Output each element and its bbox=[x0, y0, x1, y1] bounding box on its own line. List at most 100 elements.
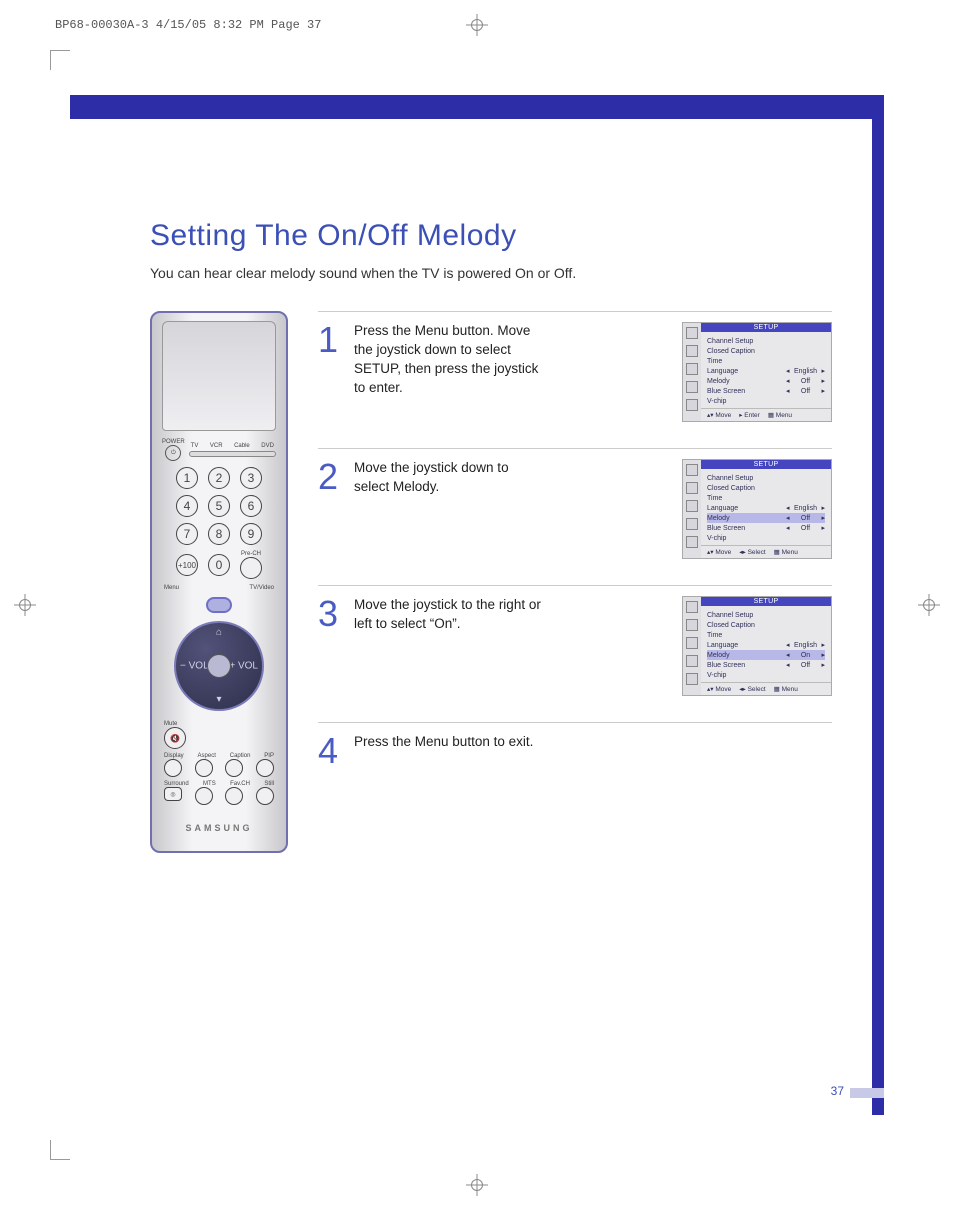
osd-icon-strip bbox=[683, 597, 701, 695]
osd-title: SETUP bbox=[701, 597, 831, 606]
joystick-center bbox=[207, 654, 231, 678]
osd-icon bbox=[686, 601, 698, 613]
osd-icon bbox=[686, 619, 698, 631]
osd-icon bbox=[686, 518, 698, 530]
osd-icon bbox=[686, 500, 698, 512]
osd-item-vchip: V-chip bbox=[707, 533, 825, 543]
key-0: 0 bbox=[208, 554, 230, 576]
osd-item-language: LanguageEnglish bbox=[707, 503, 825, 513]
key-9: 9 bbox=[240, 523, 262, 545]
aspect-button bbox=[195, 759, 213, 777]
pip-button bbox=[256, 759, 274, 777]
mts-button bbox=[195, 787, 213, 805]
osd-item-melody: MelodyOff bbox=[707, 376, 825, 386]
remote-ir-window bbox=[162, 321, 276, 431]
osd-title: SETUP bbox=[701, 323, 831, 332]
crop-header: BP68-00030A-3 4/15/05 8:32 PM Page 37 bbox=[55, 18, 321, 32]
key-6: 6 bbox=[240, 495, 262, 517]
mode-cable: Cable bbox=[234, 443, 250, 449]
osd-item-vchip: V-chip bbox=[707, 670, 825, 680]
osd-item-language: LanguageEnglish bbox=[707, 366, 825, 376]
mute-label: Mute bbox=[164, 721, 177, 727]
osd-item-language: LanguageEnglish bbox=[707, 640, 825, 650]
osd-icon bbox=[686, 536, 698, 548]
dpad-up-icon: ⌂ bbox=[216, 627, 222, 638]
osd-item-bluescreen: Blue ScreenOff bbox=[707, 660, 825, 670]
page-number: 37 bbox=[831, 1084, 844, 1098]
osd-icon bbox=[686, 464, 698, 476]
osd-item-melody: MelodyOn bbox=[707, 650, 825, 660]
osd-item: Time bbox=[707, 630, 825, 640]
osd-screenshot: SETUP Channel Setup Closed Caption Time … bbox=[682, 596, 832, 696]
crop-corner-bl bbox=[50, 1140, 70, 1160]
mode-vcr: VCR bbox=[210, 443, 223, 449]
osd-item: Time bbox=[707, 493, 825, 503]
osd-item: Channel Setup bbox=[707, 610, 825, 620]
key-2: 2 bbox=[208, 467, 230, 489]
step-number: 3 bbox=[318, 596, 342, 696]
key-7: 7 bbox=[176, 523, 198, 545]
display-button bbox=[164, 759, 182, 777]
intro-text: You can hear clear melody sound when the… bbox=[150, 265, 832, 281]
step-text: Press the Menu button to exit. bbox=[354, 733, 533, 769]
step-text: Move the joystick to the right or left t… bbox=[354, 596, 544, 696]
registration-mark-right bbox=[918, 594, 940, 616]
step: 4 Press the Menu button to exit. bbox=[318, 722, 832, 769]
osd-item-bluescreen: Blue ScreenOff bbox=[707, 523, 825, 533]
key-5: 5 bbox=[208, 495, 230, 517]
step-number: 4 bbox=[318, 733, 342, 769]
step-text: Move the joystick down to select Melody. bbox=[354, 459, 544, 559]
osd-icon bbox=[686, 345, 698, 357]
menu-label: Menu bbox=[164, 585, 179, 591]
pre-ch-button bbox=[240, 557, 262, 579]
osd-footer: ▴▾ Move ◂▸ Select ▦ Menu bbox=[701, 545, 831, 558]
step-number: 1 bbox=[318, 322, 342, 422]
osd-item: Time bbox=[707, 356, 825, 366]
osd-item: Closed Caption bbox=[707, 483, 825, 493]
brand-label: SAMSUNG bbox=[185, 823, 252, 833]
page-title: Setting The On/Off Melody bbox=[150, 219, 832, 253]
key-1: 1 bbox=[176, 467, 198, 489]
osd-icon bbox=[686, 655, 698, 667]
osd-screenshot: SETUP Channel Setup Closed Caption Time … bbox=[682, 322, 832, 422]
osd-item: Closed Caption bbox=[707, 346, 825, 356]
osd-item: Closed Caption bbox=[707, 620, 825, 630]
page: BP68-00030A-3 4/15/05 8:32 PM Page 37 Se… bbox=[0, 0, 954, 1210]
step-text: Press the Menu button. Move the joystick… bbox=[354, 322, 544, 422]
favch-button bbox=[225, 787, 243, 805]
step: 1 Press the Menu button. Move the joysti… bbox=[318, 311, 832, 422]
osd-icon bbox=[686, 399, 698, 411]
osd-title: SETUP bbox=[701, 460, 831, 469]
steps-list: 1 Press the Menu button. Move the joysti… bbox=[318, 311, 832, 853]
osd-item-bluescreen: Blue ScreenOff bbox=[707, 386, 825, 396]
osd-item: Channel Setup bbox=[707, 473, 825, 483]
osd-item-vchip: V-chip bbox=[707, 396, 825, 406]
vol-down-label: − VOL bbox=[180, 661, 209, 672]
osd-icon bbox=[686, 482, 698, 494]
registration-mark-bottom bbox=[466, 1174, 488, 1196]
step-number: 2 bbox=[318, 459, 342, 559]
step: 2 Move the joystick down to select Melod… bbox=[318, 448, 832, 559]
mute-button: 🔇 bbox=[164, 727, 186, 749]
joystick: ⌂ ▾ − VOL + VOL bbox=[174, 621, 264, 711]
crop-corner-tl bbox=[50, 50, 70, 70]
page-number-bar bbox=[850, 1088, 884, 1098]
step: 3 Move the joystick to the right or left… bbox=[318, 585, 832, 696]
remote-illustration: POWER ⏻ TV VCR Cable DVD 1 bbox=[150, 311, 288, 853]
key-plus100: +100 bbox=[176, 554, 198, 576]
osd-screenshot: SETUP Channel Setup Closed Caption Time … bbox=[682, 459, 832, 559]
registration-mark-top bbox=[466, 14, 488, 36]
still-button bbox=[256, 787, 274, 805]
osd-item: Channel Setup bbox=[707, 336, 825, 346]
power-button: ⏻ bbox=[165, 445, 181, 461]
osd-icon bbox=[686, 381, 698, 393]
surround-button: ◎ bbox=[164, 787, 182, 801]
osd-footer: ▴▾ Move ◂▸ Select ▦ Menu bbox=[701, 682, 831, 695]
osd-item-melody: MelodyOff bbox=[707, 513, 825, 523]
content-frame: Setting The On/Off Melody You can hear c… bbox=[70, 95, 884, 1115]
mode-tv: TV bbox=[191, 443, 199, 449]
menu-button bbox=[206, 597, 232, 613]
vol-up-label: + VOL bbox=[229, 661, 258, 672]
dpad-down-icon: ▾ bbox=[216, 694, 221, 705]
osd-icon-strip bbox=[683, 460, 701, 558]
